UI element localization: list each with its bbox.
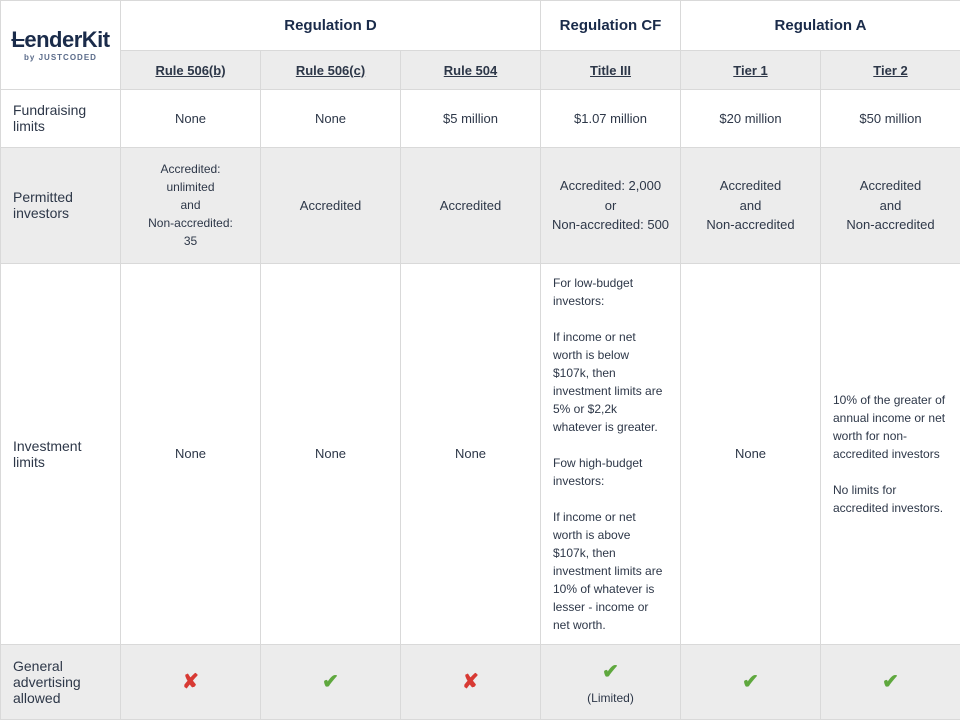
check-icon: ✔ — [742, 671, 759, 693]
cell-permitted-506c: Accredited — [261, 147, 401, 263]
cell-permitted-tier2: Accredited and Non-accredited — [821, 147, 960, 263]
row-label-fundraising: Fundraising limits — [1, 90, 121, 148]
row-fundraising-limits: Fundraising limits None None $5 million … — [1, 90, 960, 148]
header-regulation-d: Regulation D — [121, 1, 541, 51]
cell-permitted-506b: Accredited: unlimited and Non-accredited… — [121, 147, 261, 263]
subheader-rule506b: Rule 506(b) — [121, 50, 261, 89]
brand-logo: LenderKit — [9, 29, 112, 51]
subheader-titleiii: Title III — [541, 50, 681, 89]
cell-investment-titleiii: For low-budget investors: If income or n… — [541, 263, 681, 644]
cross-icon: ✘ — [182, 671, 199, 693]
cell-investment-tier2: 10% of the greater of annual income or n… — [821, 263, 960, 644]
cell-advertising-tier1: ✔ — [681, 644, 821, 719]
cross-icon: ✘ — [462, 671, 479, 693]
row-label-advertising: General advertising allowed — [1, 644, 121, 719]
check-icon: ✔ — [882, 671, 899, 693]
row-label-investment: Investment limits — [1, 263, 121, 644]
cell-advertising-506c: ✔ — [261, 644, 401, 719]
cell-investment-506b: None — [121, 263, 261, 644]
cell-permitted-tier1: Accredited and Non-accredited — [681, 147, 821, 263]
header-regulation-a: Regulation A — [681, 1, 960, 51]
limited-note: (Limited) — [551, 689, 670, 707]
row-investment-limits: Investment limits None None None For low… — [1, 263, 960, 644]
cell-advertising-titleiii: ✔ (Limited) — [541, 644, 681, 719]
cell-fundraising-tier2: $50 million — [821, 90, 960, 148]
cell-fundraising-504: $5 million — [401, 90, 541, 148]
cell-permitted-titleiii: Accredited: 2,000 or Non-accredited: 500 — [541, 147, 681, 263]
cell-permitted-504: Accredited — [401, 147, 541, 263]
cell-investment-506c: None — [261, 263, 401, 644]
cell-fundraising-506c: None — [261, 90, 401, 148]
cell-advertising-504: ✘ — [401, 644, 541, 719]
subheader-rule506c: Rule 506(c) — [261, 50, 401, 89]
check-icon: ✔ — [322, 671, 339, 693]
check-icon: ✔ — [602, 661, 619, 683]
cell-advertising-506b: ✘ — [121, 644, 261, 719]
brand-byline: by JUSTCODED — [9, 53, 112, 62]
row-permitted-investors: Permitted investors Accredited: unlimite… — [1, 147, 960, 263]
cell-fundraising-506b: None — [121, 90, 261, 148]
cell-fundraising-tier1: $20 million — [681, 90, 821, 148]
regulation-comparison-table: LenderKit by JUSTCODED Regulation D Regu… — [0, 0, 960, 720]
row-advertising: General advertising allowed ✘ ✔ ✘ ✔ (Lim… — [1, 644, 960, 719]
cell-investment-tier1: None — [681, 263, 821, 644]
row-label-permitted: Permitted investors — [1, 147, 121, 263]
cell-fundraising-titleiii: $1.07 million — [541, 90, 681, 148]
subheader-rule504: Rule 504 — [401, 50, 541, 89]
logo-cell: LenderKit by JUSTCODED — [1, 1, 121, 90]
subheader-tier1: Tier 1 — [681, 50, 821, 89]
cell-advertising-tier2: ✔ — [821, 644, 960, 719]
cell-investment-504: None — [401, 263, 541, 644]
subheader-tier2: Tier 2 — [821, 50, 960, 89]
header-regulation-cf: Regulation CF — [541, 1, 681, 51]
